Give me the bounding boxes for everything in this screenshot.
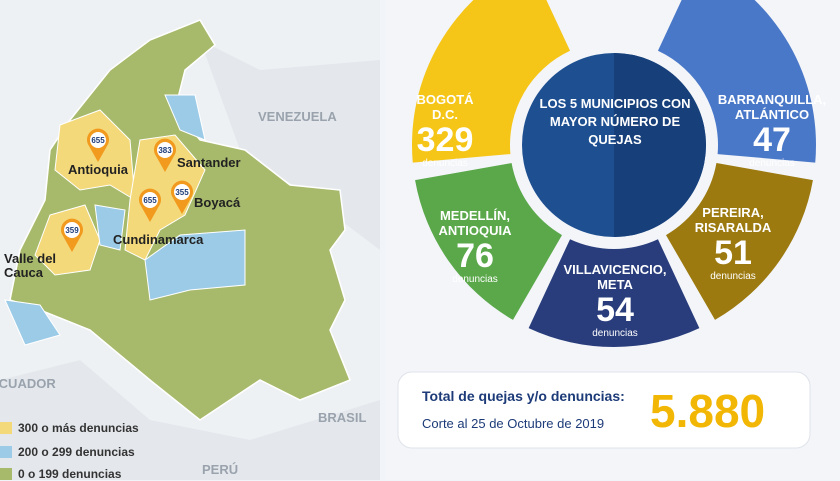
- neighbour-land: [0, 360, 380, 480]
- total-date: Corte al 25 de Octubre de 2019: [422, 416, 605, 431]
- country-label: ECUADOR: [0, 376, 56, 391]
- municipality-unit: denuncias: [592, 328, 638, 339]
- segment-text: BOGOTÁ D.C. 329 denuncias: [402, 92, 488, 169]
- legend-swatch: [0, 422, 12, 434]
- region-blue: [94, 204, 126, 251]
- pin-value: 383: [158, 146, 172, 155]
- country-label: VENEZUELA: [258, 109, 337, 124]
- municipality-count: 51: [714, 234, 752, 272]
- total-box: [397, 371, 811, 449]
- total-label: Total de quejas y/o denuncias:: [422, 388, 625, 404]
- segment-text: PEREIRA, RISARALDA 51 denuncias: [678, 205, 788, 282]
- segment-text: MEDELLÍN, ANTIOQUIA 76 denuncias: [420, 208, 530, 285]
- donut-title: LOS 5 MUNICIPIOS CON MAYOR NÚMERO DE QUE…: [539, 96, 691, 147]
- donut-segment: [415, 163, 562, 320]
- region-label: Santander: [177, 155, 241, 170]
- legend-label: 200 o 299 denuncias: [18, 445, 135, 459]
- center-half: [614, 53, 706, 237]
- pin-value: 355: [175, 188, 189, 197]
- municipality-count: 54: [596, 291, 634, 329]
- legend-swatch: [0, 446, 12, 458]
- region-label: Antioquia: [68, 162, 128, 177]
- region-label: Valle del Cauca: [4, 251, 57, 280]
- municipality-name: BOGOTÁ D.C.: [416, 92, 474, 122]
- legend-label: 0 o 199 denuncias: [18, 467, 122, 481]
- region-blue: [164, 94, 206, 141]
- region-blue: [144, 229, 246, 301]
- municipality-name: PEREIRA, RISARALDA: [694, 205, 772, 235]
- donut-segment: [657, 0, 816, 163]
- segment-text: VILLAVICENCIO, META 54 denuncias: [560, 262, 670, 339]
- municipality-count: 329: [416, 121, 474, 159]
- municipality-count: 76: [456, 237, 494, 275]
- donut-segment: [666, 163, 813, 320]
- legend-label: 300 o más denuncias: [18, 421, 139, 435]
- pin-dot: [174, 184, 190, 200]
- municipality-unit: denuncias: [710, 271, 756, 282]
- region-yellow: [124, 134, 206, 261]
- segment-text: BARRANQUILLA, ATLÁNTICO 47 denuncias: [712, 92, 832, 169]
- municipality-name: VILLAVICENCIO, META: [563, 262, 667, 292]
- pin-dot: [90, 132, 106, 148]
- country-label: PERÚ: [202, 462, 239, 477]
- municipality-unit: denuncias: [452, 274, 498, 285]
- municipality-unit: denuncias: [749, 158, 795, 169]
- pin-value: 655: [143, 196, 157, 205]
- legend-swatch: [0, 468, 12, 480]
- donut-segment: [412, 0, 571, 163]
- municipality-count: 47: [753, 121, 791, 159]
- donut-segment: [528, 239, 700, 348]
- region-label: Boyacá: [194, 195, 241, 210]
- municipality-unit: denuncias: [422, 158, 468, 169]
- municipality-name: BARRANQUILLA, ATLÁNTICO: [717, 92, 827, 122]
- country-label: BRASIL: [318, 410, 367, 425]
- total-value: 5.880: [650, 385, 766, 437]
- region-blue: [4, 299, 61, 346]
- pin-dot: [157, 142, 173, 158]
- pin-value: 655: [91, 136, 105, 145]
- pin-dot: [64, 222, 80, 238]
- region-label: Cundinamarca: [113, 232, 204, 247]
- pin-value: 359: [65, 226, 79, 235]
- municipality-name: MEDELLÍN, ANTIOQUIA: [438, 208, 512, 238]
- pin-dot: [142, 192, 158, 208]
